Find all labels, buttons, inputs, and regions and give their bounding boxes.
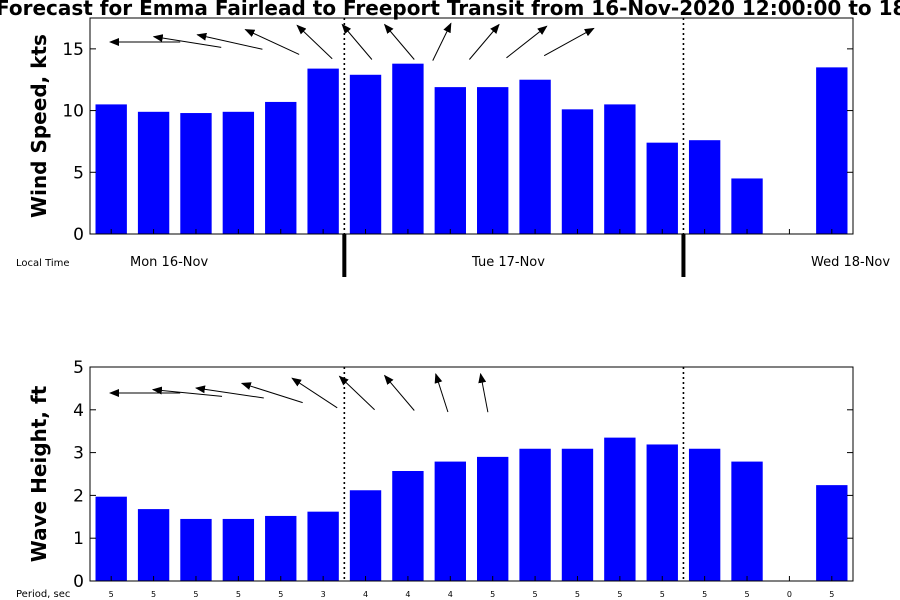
wind-bar <box>222 111 255 234</box>
waves-bar <box>95 496 127 581</box>
period-value: 4 <box>405 590 410 599</box>
period-value: 5 <box>829 590 834 599</box>
wind-direction-arrow <box>152 34 222 48</box>
y-tick-label: 15 <box>62 40 84 60</box>
wave-height-panel: 0 1 2 3 4 5 Wave Height, ft <box>27 358 854 592</box>
waves-bar <box>646 444 678 581</box>
waves-bar <box>180 518 212 581</box>
wind-plot-frame <box>89 17 854 235</box>
y-tick-label: 3 <box>73 444 84 464</box>
wind-bar <box>688 140 721 234</box>
waves-direction-arrow <box>194 385 264 399</box>
y-tick-label: 4 <box>73 401 84 421</box>
period-value: 5 <box>744 590 749 599</box>
waves-direction-arrow <box>478 372 489 413</box>
period-value: 5 <box>660 590 665 599</box>
period-value: 5 <box>109 590 114 599</box>
day-label-tue: Tue 17-Nov <box>471 255 545 270</box>
local-time-label: Local Time <box>16 258 70 269</box>
wind-direction-arrow <box>341 23 373 60</box>
day-label-wed: Wed 18-Nov <box>811 255 890 270</box>
period-value: 5 <box>490 590 495 599</box>
day-label-mon: Mon 16-Nov <box>130 255 208 270</box>
period-value: 5 <box>617 590 622 599</box>
waves-bar <box>561 448 594 581</box>
wind-direction-arrow <box>296 24 333 60</box>
waves-bar <box>477 456 509 581</box>
waves-direction-arrow <box>151 386 223 397</box>
wind-bar <box>95 104 127 235</box>
waves-bar <box>604 437 636 581</box>
wind-bar <box>137 111 170 234</box>
waves-direction-arrow <box>383 374 415 411</box>
wind-bar <box>816 67 848 234</box>
period-value: 5 <box>702 590 707 599</box>
period-value: 3 <box>321 590 326 599</box>
y-tick-label: 5 <box>73 358 84 378</box>
wind-bar <box>180 113 212 234</box>
local-time-axis: Local Time Mon 16-Nov Tue 17-Nov Wed 18-… <box>16 255 890 270</box>
wind-bar <box>307 68 339 234</box>
wind-direction-arrow <box>506 25 548 59</box>
wind-bar <box>392 63 424 234</box>
waves-y-axis-label: Wave Height, ft <box>27 385 51 562</box>
wind-bar <box>434 87 466 235</box>
waves-direction-arrow <box>434 373 449 413</box>
waves-direction-arrow <box>291 377 338 409</box>
period-value: 0 <box>787 590 792 599</box>
period-value: 5 <box>533 590 538 599</box>
period-axis: Period, sec 5 5 5 5 5 3 4 4 4 5 5 5 5 5 5 5 0 5 <box>16 589 834 600</box>
wind-bar <box>349 74 382 234</box>
waves-bar <box>307 511 339 581</box>
waves-bar <box>222 518 255 581</box>
waves-bar <box>265 515 297 581</box>
period-value: 5 <box>278 590 283 599</box>
waves-direction-arrow <box>338 375 375 411</box>
wind-bar <box>731 178 763 234</box>
chart-title: Forecast for Emma Fairlead to Freeport T… <box>0 0 900 20</box>
wind-bar <box>646 142 678 234</box>
waves-bar <box>392 471 424 581</box>
waves-bar <box>731 461 763 581</box>
wind-bar <box>561 109 594 234</box>
wind-direction-arrow <box>432 22 452 61</box>
y-tick-label: 5 <box>73 163 84 183</box>
waves-bar <box>349 490 382 581</box>
period-label: Period, sec <box>16 589 70 600</box>
wind-direction-arrow <box>383 23 415 60</box>
waves-bar <box>816 485 848 581</box>
wind-y-axis-label: Wind Speed, kts <box>27 34 51 218</box>
wind-direction-arrow <box>244 29 300 55</box>
waves-bar <box>519 448 551 581</box>
y-tick-label: 0 <box>73 572 84 592</box>
y-tick-label: 1 <box>73 529 84 549</box>
period-value: 5 <box>575 590 580 599</box>
wind-direction-arrow <box>543 27 595 57</box>
period-value: 5 <box>236 590 241 599</box>
wind-bar <box>604 104 636 235</box>
period-value: 5 <box>193 590 198 599</box>
y-tick-label: 2 <box>73 486 84 506</box>
waves-direction-arrow <box>240 382 303 404</box>
period-value: 4 <box>448 590 453 599</box>
waves-bar <box>137 509 170 581</box>
wind-bar <box>265 101 297 234</box>
period-value: 4 <box>363 590 368 599</box>
wind-bar <box>519 79 551 234</box>
wind-speed-panel: 0 5 10 15 Wind Speed, kts <box>27 17 854 277</box>
wind-bar <box>477 87 509 235</box>
waves-bar <box>434 461 466 581</box>
waves-plot-frame <box>89 366 854 582</box>
wind-direction-arrow <box>196 32 263 50</box>
waves-bar <box>688 448 721 581</box>
y-tick-label: 0 <box>73 225 84 245</box>
wind-direction-arrow <box>469 23 500 60</box>
y-tick-label: 10 <box>62 102 84 122</box>
period-value: 5 <box>151 590 156 599</box>
